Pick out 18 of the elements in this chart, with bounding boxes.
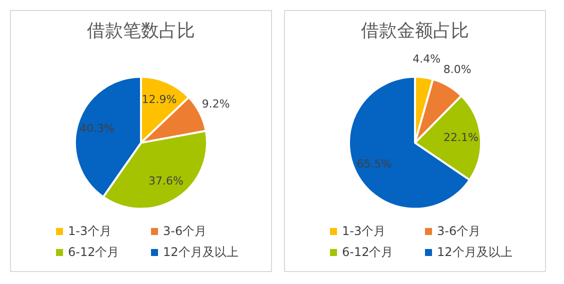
data-label: 8.0%: [443, 63, 472, 76]
data-label: 37.6%: [148, 174, 184, 188]
legend-label: 3-6个月: [437, 223, 481, 240]
legend-label: 1-3个月: [68, 223, 112, 240]
chart-title: 借款笔数占比: [87, 20, 195, 42]
legend-label: 3-6个月: [163, 223, 207, 240]
data-label: 12.9%: [142, 93, 177, 106]
legend-label: 6-12个月: [342, 244, 394, 261]
chart-title: 借款金额占比: [361, 20, 469, 42]
data-label: 40.3%: [79, 122, 114, 135]
data-label: 9.2%: [202, 98, 230, 111]
legend-label: 6-12个月: [68, 244, 120, 261]
data-label: 22.1%: [444, 131, 478, 144]
legend-label: 12个月及以上: [437, 244, 512, 261]
data-label: 65.5%: [356, 157, 392, 170]
legend-label: 12个月及以上: [163, 244, 238, 261]
data-label: 4.4%: [412, 52, 441, 66]
legend-label: 1-3个月: [342, 223, 386, 240]
